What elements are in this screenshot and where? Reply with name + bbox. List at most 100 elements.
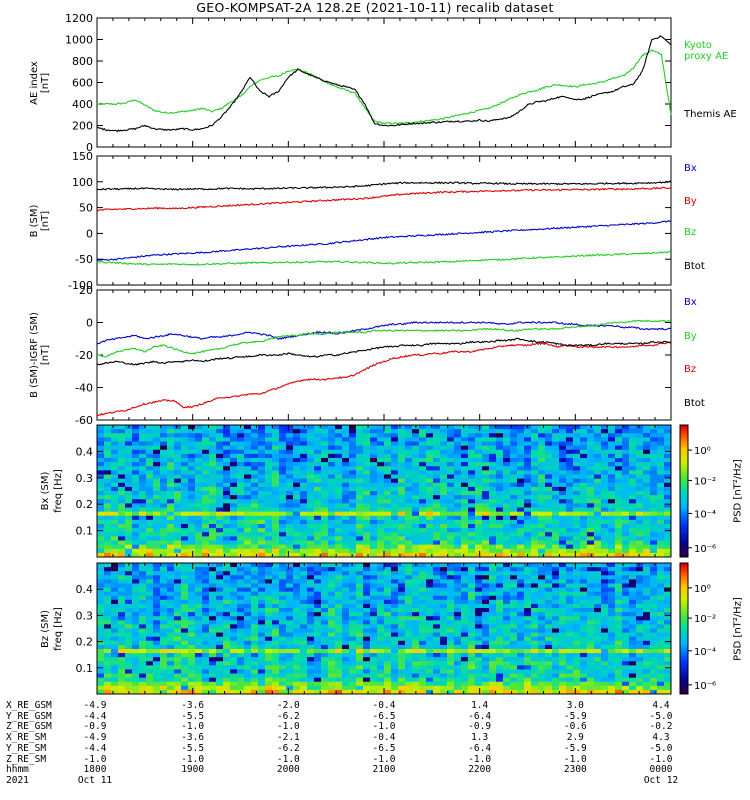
spectrogram-cell xyxy=(454,685,462,691)
spectrogram-cell xyxy=(104,673,112,679)
spectrogram-cell xyxy=(202,441,210,447)
spectrogram-cell xyxy=(139,429,147,434)
spectrogram-cell xyxy=(321,587,329,593)
spectrogram-cell xyxy=(475,567,483,572)
spectrogram-cell xyxy=(482,503,490,508)
spectrogram-cell xyxy=(419,540,427,546)
spectrogram-cell xyxy=(496,657,504,662)
spectrogram-cell xyxy=(594,453,602,459)
spectrogram-cell xyxy=(188,685,196,691)
spectrogram-cell xyxy=(433,486,441,492)
spectrogram-cell xyxy=(160,532,168,537)
spectrogram-cell xyxy=(251,669,259,674)
spectrogram-cell xyxy=(636,441,644,447)
spectrogram-cell xyxy=(279,437,287,442)
spectrogram-cell xyxy=(405,453,413,459)
spectrogram-cell xyxy=(482,563,490,568)
spectrogram-cell xyxy=(216,567,224,572)
spectrogram-cell xyxy=(370,495,378,500)
spectrogram-cell xyxy=(265,429,273,434)
spectrogram-cell xyxy=(398,453,406,459)
spectrogram-cell xyxy=(307,519,315,525)
spectrogram-cell xyxy=(398,620,406,625)
spectrogram-cell xyxy=(300,466,308,471)
spectrogram-cell xyxy=(601,433,609,438)
spectrogram-cell xyxy=(636,544,644,550)
spectrogram-cell xyxy=(139,673,147,679)
spectrogram-cell xyxy=(132,511,140,517)
spectrogram-cell xyxy=(216,503,224,508)
spectrogram-cell xyxy=(510,437,518,442)
spectrogram-cell xyxy=(566,528,574,533)
spectrogram-cell xyxy=(153,445,161,451)
spectrogram-cell xyxy=(209,478,217,484)
spectrogram-cell xyxy=(146,608,154,613)
spectrogram-cell xyxy=(377,669,385,674)
spectrogram-cell xyxy=(174,511,182,517)
spectrogram-cell xyxy=(468,540,476,546)
spectrogram-cell xyxy=(503,458,511,463)
spectrogram-cell xyxy=(202,583,210,588)
spectrogram-cell xyxy=(258,532,266,537)
spectrogram-cell xyxy=(503,478,511,484)
spectrogram-cell xyxy=(363,587,371,593)
spectrogram-cell xyxy=(251,563,259,568)
spectrogram-cell xyxy=(286,567,294,572)
spectrogram-cell xyxy=(111,644,119,650)
spectrogram-cell xyxy=(461,632,469,638)
spectrogram-cell xyxy=(328,583,336,588)
spectrogram-cell xyxy=(433,648,441,654)
spectrogram-cell xyxy=(293,524,301,529)
spectrogram-cell xyxy=(356,681,364,687)
spectrogram-cell xyxy=(342,689,350,695)
spectrogram-cell xyxy=(419,624,427,629)
spectrogram-cell xyxy=(104,445,112,451)
spectrogram-cell xyxy=(489,689,497,695)
spectrogram-cell xyxy=(293,503,301,508)
spectrogram-cell xyxy=(594,425,602,430)
spectrogram-cell xyxy=(307,665,315,670)
spectrogram-cell xyxy=(118,540,126,546)
spectrogram-cell xyxy=(223,648,231,654)
spectrogram-cell xyxy=(300,511,308,517)
spectrogram-cell xyxy=(237,644,245,650)
spectrogram-cell xyxy=(181,528,189,533)
spectrogram-cell xyxy=(209,474,217,480)
spectrogram-cell xyxy=(412,524,420,529)
spectrogram-cell xyxy=(97,591,105,597)
spectrogram-cell xyxy=(286,644,294,650)
spectrogram-cell xyxy=(433,499,441,504)
spectrogram-cell xyxy=(475,673,483,679)
spectrogram-cell xyxy=(174,587,182,593)
spectrogram-cell xyxy=(251,587,259,593)
spectrogram-cell xyxy=(328,453,336,459)
spectrogram-cell xyxy=(300,458,308,463)
spectrogram-cell xyxy=(160,665,168,670)
spectrogram-cell xyxy=(244,462,252,467)
spectrogram-cell xyxy=(475,591,483,597)
spectrogram-cell xyxy=(370,449,378,455)
spectrogram-cell xyxy=(447,599,455,605)
spectrogram-cell xyxy=(97,685,105,691)
spectrogram-cell xyxy=(181,515,189,521)
spectrogram-cell xyxy=(398,495,406,500)
spectrogram-cell xyxy=(356,466,364,471)
spectrogram-cell xyxy=(132,583,140,588)
spectrogram-cell xyxy=(475,640,483,646)
spectrogram-cell xyxy=(195,636,203,642)
spectrogram-cell xyxy=(279,575,287,580)
spectrogram-cell xyxy=(314,587,322,593)
spectrogram-cell xyxy=(258,519,266,525)
spectrogram-cell xyxy=(489,591,497,597)
spectrogram-cell xyxy=(293,482,301,488)
spectrogram-cell xyxy=(629,495,637,500)
spectrogram-cell xyxy=(146,519,154,525)
spectrogram-cell xyxy=(349,628,357,633)
spectrogram-cell xyxy=(363,599,371,605)
spectrogram-cell xyxy=(153,515,161,521)
spectrogram-cell xyxy=(335,470,343,475)
spectrogram-cell xyxy=(636,425,644,430)
spectrogram-cell xyxy=(202,482,210,488)
spectrogram-cell xyxy=(615,548,623,554)
spectrogram-cell xyxy=(132,591,140,597)
